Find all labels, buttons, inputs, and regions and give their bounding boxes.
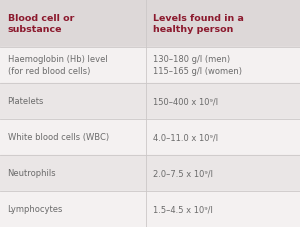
Bar bbox=[0, 119, 300, 155]
Text: 1.5–4.5 x 10⁹/l: 1.5–4.5 x 10⁹/l bbox=[153, 205, 213, 214]
Text: 150–400 x 10⁹/l: 150–400 x 10⁹/l bbox=[153, 97, 218, 106]
Text: White blood cells (WBC): White blood cells (WBC) bbox=[8, 133, 109, 142]
Bar bbox=[0, 0, 300, 48]
Text: 130–180 g/l (men)
115–165 g/l (women): 130–180 g/l (men) 115–165 g/l (women) bbox=[153, 55, 242, 76]
Text: Neutrophils: Neutrophils bbox=[8, 169, 56, 178]
Bar bbox=[0, 48, 300, 84]
Bar bbox=[0, 84, 300, 119]
Text: 4.0–11.0 x 10⁹/l: 4.0–11.0 x 10⁹/l bbox=[153, 133, 218, 142]
Text: Levels found in a
healthy person: Levels found in a healthy person bbox=[153, 13, 244, 34]
Text: Blood cell or
substance: Blood cell or substance bbox=[8, 13, 74, 34]
Text: Haemoglobin (Hb) level
(for red blood cells): Haemoglobin (Hb) level (for red blood ce… bbox=[8, 55, 107, 76]
Text: Lymphocytes: Lymphocytes bbox=[8, 205, 63, 214]
Text: 2.0–7.5 x 10⁹/l: 2.0–7.5 x 10⁹/l bbox=[153, 169, 213, 178]
Bar bbox=[0, 155, 300, 191]
Bar bbox=[0, 191, 300, 227]
Text: Platelets: Platelets bbox=[8, 97, 44, 106]
